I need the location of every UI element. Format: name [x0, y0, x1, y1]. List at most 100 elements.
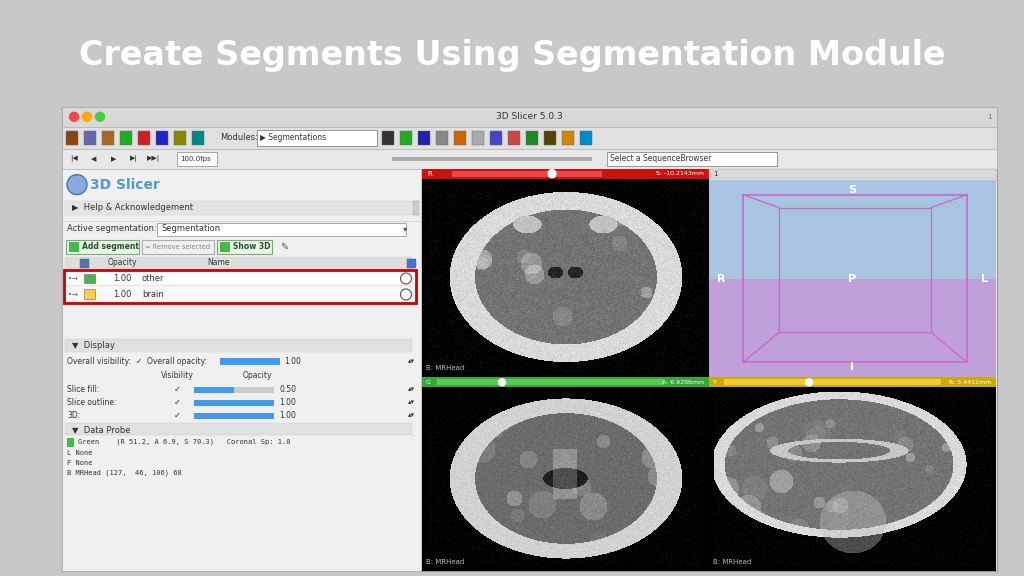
Text: ▾: ▾ — [402, 224, 408, 233]
Bar — [62, 169, 421, 571]
Text: 1.00: 1.00 — [279, 398, 296, 407]
Bar — [65, 339, 412, 353]
Text: S: -10.2143mm: S: -10.2143mm — [656, 171, 705, 176]
Bar — [84, 290, 95, 300]
Bar — [724, 380, 941, 385]
Text: 1.00: 1.00 — [279, 411, 296, 420]
Text: Name: Name — [207, 258, 229, 267]
Bar — [66, 240, 139, 253]
Bar — [544, 131, 556, 145]
Text: Visibility: Visibility — [161, 371, 194, 380]
Text: Show 3D: Show 3D — [233, 242, 270, 251]
Bar — [138, 131, 150, 145]
Circle shape — [499, 379, 506, 386]
Bar — [472, 131, 484, 145]
Text: ▴▾: ▴▾ — [408, 412, 415, 418]
Bar — [156, 131, 168, 145]
Bar — [194, 413, 274, 419]
Bar — [709, 279, 996, 377]
Bar — [526, 131, 538, 145]
Circle shape — [67, 175, 87, 195]
Text: S: S — [848, 185, 856, 195]
Bar — [65, 271, 412, 286]
Bar — [62, 149, 997, 169]
Text: ✓: ✓ — [173, 411, 180, 420]
Bar — [436, 131, 449, 145]
Bar — [194, 387, 274, 393]
Bar — [65, 286, 412, 301]
Text: 0.50: 0.50 — [279, 385, 296, 394]
Bar — [194, 400, 274, 406]
Text: •→: •→ — [68, 275, 78, 282]
Circle shape — [548, 170, 556, 177]
Bar — [194, 413, 274, 419]
FancyBboxPatch shape — [607, 151, 777, 166]
Text: R: 3.4452mm: R: 3.4452mm — [949, 380, 991, 385]
Bar — [142, 240, 214, 253]
Text: Active segmentation:: Active segmentation: — [67, 224, 157, 233]
Text: Green    (R 51.2, A 6.9, S 70.3)   Coronal Sp: 1.0: Green (R 51.2, A 6.9, S 70.3) Coronal Sp… — [78, 439, 291, 445]
Text: F None: F None — [67, 460, 92, 466]
Bar — [490, 131, 502, 145]
Text: R: R — [717, 274, 725, 283]
Bar — [217, 240, 272, 253]
Text: ✎: ✎ — [280, 241, 288, 252]
Circle shape — [83, 112, 91, 122]
Bar — [194, 400, 274, 406]
Bar — [194, 387, 234, 393]
Circle shape — [806, 379, 812, 386]
Text: A: 6.9286mm: A: 6.9286mm — [662, 380, 705, 385]
Bar — [62, 127, 997, 149]
Bar — [62, 107, 997, 127]
Bar — [422, 377, 709, 387]
Bar — [69, 241, 79, 252]
Text: 3D Slicer 5.0.3: 3D Slicer 5.0.3 — [496, 112, 563, 122]
Text: 3D Slicer: 3D Slicer — [90, 177, 160, 192]
Text: = Remove selected: = Remove selected — [145, 244, 210, 249]
Text: ◀: ◀ — [91, 156, 96, 162]
Text: Slice fill:: Slice fill: — [67, 385, 99, 394]
Text: ▴▾: ▴▾ — [408, 358, 415, 365]
Bar — [709, 387, 996, 571]
Bar — [382, 131, 394, 145]
Text: ▶: ▶ — [112, 156, 117, 162]
Text: ▼  Data Probe: ▼ Data Probe — [72, 425, 130, 434]
Text: Opacity: Opacity — [243, 371, 271, 380]
Text: 1: 1 — [713, 170, 718, 177]
Bar — [102, 131, 114, 145]
Bar — [84, 131, 96, 145]
Bar — [63, 270, 416, 304]
Bar — [65, 200, 418, 215]
Text: 3D:: 3D: — [67, 411, 80, 420]
Bar — [452, 170, 602, 177]
Bar — [413, 200, 419, 215]
Bar — [174, 131, 186, 145]
Text: ▶  Help & Acknowledgement: ▶ Help & Acknowledgement — [72, 203, 193, 212]
Bar — [418, 131, 430, 145]
Text: |◀: |◀ — [70, 155, 78, 162]
Bar — [709, 169, 996, 179]
Text: ✓: ✓ — [173, 385, 180, 394]
Bar — [580, 131, 592, 145]
Text: 1: 1 — [987, 114, 992, 120]
Bar — [562, 131, 574, 145]
Bar — [392, 157, 592, 161]
Text: other: other — [142, 274, 165, 283]
Text: I: I — [850, 362, 854, 372]
Text: ✓: ✓ — [173, 398, 180, 407]
Text: B MRHead (127,  46, 106) 68: B MRHead (127, 46, 106) 68 — [67, 470, 181, 476]
Text: Y: Y — [713, 380, 717, 385]
Text: ▼  Display: ▼ Display — [72, 341, 115, 350]
Text: ▶|: ▶| — [130, 155, 138, 162]
Bar — [437, 380, 664, 385]
Bar — [508, 131, 520, 145]
Text: L None: L None — [67, 450, 92, 456]
Bar — [709, 377, 996, 387]
Text: Modules:: Modules: — [220, 133, 258, 142]
Text: ▶ Segmentations: ▶ Segmentations — [260, 133, 326, 142]
Bar — [67, 438, 74, 447]
Bar — [80, 259, 89, 267]
Text: Select a SequenceBrowser: Select a SequenceBrowser — [610, 154, 712, 163]
Text: R: R — [427, 170, 432, 177]
Bar — [454, 131, 466, 145]
